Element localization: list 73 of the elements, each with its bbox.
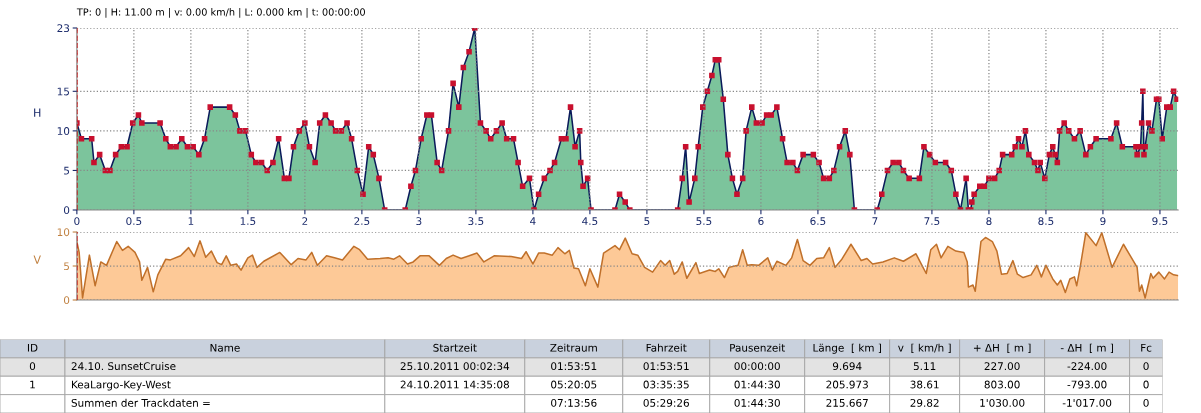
category-label: + ΔH [ m ] — [973, 343, 1031, 353]
x-tick-label: 5 — [644, 217, 650, 226]
x-tick-label: 4 — [530, 217, 536, 225]
y-tick-label: 0 — [63, 206, 70, 215]
category-label: Pausenzeit — [730, 343, 786, 352]
x-tick-label: 4.5 — [582, 217, 598, 226]
x-tick-label: 2.5 — [354, 217, 370, 226]
text: KeaLargo-Key-West — [72, 380, 171, 391]
text: 0 — [1143, 380, 1149, 389]
text: 1 — [30, 380, 35, 389]
y-axis-title: V — [33, 255, 41, 264]
x-tick-label: 6.5 — [810, 217, 826, 226]
y-tick-label: 23 — [57, 24, 70, 33]
y-tick-label: 5 — [64, 166, 70, 175]
text: 29.82 — [910, 398, 939, 407]
text: 05:29:26 — [643, 398, 689, 407]
x-tick-label: 3 — [416, 217, 422, 226]
text: 205.973 — [826, 380, 868, 389]
text: 01:53:51 — [643, 362, 689, 371]
x-tick-label: 6 — [758, 217, 764, 226]
x-tick-label: 0 — [74, 217, 80, 226]
text: 24.10. SunsetCruise — [71, 362, 176, 371]
x-tick-label: 8.5 — [1038, 217, 1054, 226]
text: 03:35:35 — [643, 380, 689, 389]
text: Summen der Trackdaten = — [71, 398, 210, 407]
category-label: Name — [210, 343, 240, 352]
text: 24.10.2011 14:35:08 — [400, 380, 509, 389]
x-tick-label: 8 — [986, 217, 992, 226]
text: 227.00 — [984, 362, 1020, 371]
text: 07:13:56 — [551, 398, 597, 407]
x-tick-label: 9.5 — [1152, 217, 1168, 226]
category-label: ID — [27, 343, 38, 352]
category-label: v [ km/h ] — [898, 343, 951, 353]
text: -793.00 — [1067, 380, 1107, 389]
text: -224.00 — [1067, 362, 1107, 371]
text: 215.667 — [826, 398, 868, 407]
x-tick-label: 5.5 — [696, 217, 712, 226]
category-label: Startzeit — [433, 343, 477, 352]
text: 0 — [1143, 362, 1149, 371]
x-tick-label: 1 — [188, 217, 194, 225]
text: 05:20:05 — [551, 380, 597, 389]
x-tick-label: 7 — [872, 217, 878, 225]
y-axis-title: H — [34, 108, 41, 117]
category-label: Zeitraum — [550, 343, 597, 352]
text: 9.694 — [832, 362, 862, 371]
x-tick-label: 9 — [1100, 217, 1106, 226]
y-tick-label: 10 — [57, 228, 70, 237]
y-tick-label: 0 — [63, 296, 70, 305]
text: 01:44:30 — [734, 380, 780, 389]
text: 5.11 — [913, 362, 936, 371]
text: 1'030.00 — [980, 398, 1025, 407]
text: 0 — [1143, 398, 1149, 407]
text: 00:00:00 — [734, 362, 780, 371]
x-tick-label: 1.5 — [240, 217, 256, 226]
category-label: - ΔH [ m ] — [1060, 343, 1113, 353]
text: 38.61 — [910, 380, 939, 389]
text: 01:53:51 — [551, 362, 597, 371]
y-tick-label: 5 — [64, 262, 70, 271]
text: 803.00 — [984, 380, 1020, 389]
text: -1'017.00 — [1062, 398, 1112, 407]
category-label: Länge [ km ] — [813, 343, 881, 354]
x-tick-label: 3.5 — [468, 217, 484, 226]
text: 0 — [29, 362, 36, 371]
text: 01:44:30 — [734, 398, 780, 407]
category-label: Fahrzeit — [646, 343, 687, 352]
x-tick-label: 7.5 — [924, 217, 940, 226]
y-tick-label: 15 — [57, 87, 70, 96]
text: 25.10.2011 00:02:34 — [400, 362, 510, 371]
x-tick-label: 2 — [302, 217, 308, 225]
chart-title: TP: 0 | H: 11.00 m | v: 0.00 km/h | L: 0.000 km | t: 00:00:00 — [76, 8, 365, 18]
y-tick-label: 10 — [57, 127, 70, 135]
category-label: Fc — [1141, 343, 1152, 352]
x-tick-label: 0.5 — [126, 217, 142, 226]
